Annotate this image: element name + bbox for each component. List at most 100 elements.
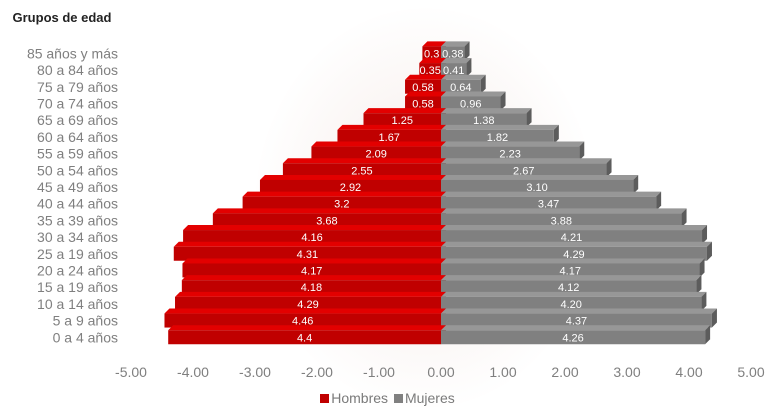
bar-mujeres: [441, 241, 712, 261]
bar-top-face: [363, 108, 446, 114]
data-label-mujeres: 4.12: [558, 282, 579, 294]
bar-side-face: [711, 308, 717, 328]
bar-top-face: [441, 41, 470, 47]
x-tick-label: -1.00: [363, 364, 395, 380]
data-label-hombres: 2.09: [365, 149, 386, 161]
bar-front-face: [181, 280, 441, 295]
bar-side-face: [705, 325, 711, 345]
category-label: 35 a 39 años: [37, 212, 118, 228]
bar-top-face: [441, 208, 687, 214]
bar-top-face: [259, 174, 446, 180]
bar-top-face: [282, 158, 446, 164]
bar-top-face: [441, 258, 705, 264]
bar-front-face: [441, 230, 703, 245]
bar-front-face: [182, 263, 441, 278]
bar-front-face: [441, 63, 467, 78]
bar-top-face: [441, 308, 717, 314]
bar-hombres: [182, 258, 446, 278]
data-label-mujeres: 4.37: [566, 316, 587, 328]
bar-top-face: [441, 58, 472, 64]
bar-front-face: [441, 263, 700, 278]
legend-item-mujeres: Mujeres: [393, 390, 455, 406]
data-label-mujeres: 1.38: [473, 115, 494, 127]
data-label-hombres: 3.68: [316, 215, 337, 227]
bar-mujeres: [441, 258, 705, 278]
category-label: 85 años y más: [27, 45, 118, 61]
category-label: 60 a 64 años: [37, 129, 118, 145]
bar-hombres: [173, 241, 446, 261]
bar-front-face: [441, 213, 682, 228]
bar-front-face: [363, 113, 441, 128]
category-label: 30 a 34 años: [37, 229, 118, 245]
data-label-hombres: 0.35: [419, 65, 440, 77]
data-label-mujeres: 0.64: [450, 82, 471, 94]
bar-mujeres: [441, 91, 506, 111]
bar-top-face: [337, 124, 446, 130]
bar-top-face: [419, 58, 446, 64]
bar-top-face: [242, 191, 446, 197]
bar-mujeres: [441, 174, 639, 194]
category-label: 55 a 59 años: [37, 146, 118, 162]
bar-side-face: [606, 158, 612, 178]
bar-side-face: [464, 41, 470, 61]
category-label: 70 a 74 años: [37, 95, 118, 111]
data-label-hombres: 4.18: [301, 282, 322, 294]
x-tick-label: 0.00: [427, 364, 454, 380]
data-label-hombres: 2.92: [340, 182, 361, 194]
data-label-hombres: 4.4: [297, 332, 312, 344]
data-label-hombres: 0.58: [412, 98, 433, 110]
legend-label-mujeres: Mujeres: [404, 390, 455, 406]
bar-top-face: [441, 291, 707, 297]
data-label-mujeres: 4.20: [560, 299, 581, 311]
x-tick-label: -3.00: [239, 364, 271, 380]
data-label-mujeres: 1.82: [487, 132, 508, 144]
bar-top-face: [441, 275, 702, 281]
bar-front-face: [212, 213, 441, 228]
data-label-hombres: 1.25: [392, 115, 413, 127]
bar-top-face: [173, 241, 446, 247]
data-label-mujeres: 0.41: [443, 65, 464, 77]
bar-front-face: [175, 296, 441, 311]
bar-hombres: [175, 291, 446, 311]
bar-front-face: [441, 113, 527, 128]
bar-mujeres: [441, 158, 612, 178]
category-label: 65 a 69 años: [37, 112, 118, 128]
bar-front-face: [441, 179, 634, 194]
bar-front-face: [173, 246, 441, 261]
bar-top-face: [405, 74, 446, 80]
bar-mujeres: [441, 41, 470, 61]
data-label-mujeres: 0.96: [460, 98, 481, 110]
category-label: 5 a 9 años: [53, 313, 118, 329]
bar-side-face: [701, 291, 707, 311]
bar-front-face: [337, 129, 441, 144]
data-label-hombres: 4.29: [297, 299, 318, 311]
bar-front-face: [441, 163, 607, 178]
data-label-hombres: 0.3: [424, 48, 439, 60]
x-tick-label: 1.00: [489, 364, 516, 380]
legend-item-hombres: Hombres: [320, 390, 388, 406]
bar-side-face: [656, 191, 662, 211]
bar-front-face: [441, 146, 580, 161]
bar-side-face: [706, 241, 712, 261]
data-label-mujeres: 2.67: [513, 165, 534, 177]
bar-front-face: [259, 179, 441, 194]
data-label-mujeres: 3.88: [551, 215, 572, 227]
bar-side-face: [553, 124, 559, 144]
bar-hombres: [282, 158, 446, 178]
x-tick-label: 4.00: [675, 364, 702, 380]
bar-top-face: [183, 225, 446, 231]
bar-front-face: [311, 146, 441, 161]
legend-label-hombres: Hombres: [331, 390, 389, 406]
bar-side-face: [702, 225, 708, 245]
bar-hombres: [183, 225, 446, 245]
bar-top-face: [441, 124, 559, 130]
bar-top-face: [441, 225, 708, 231]
bar-top-face: [441, 74, 486, 80]
bar-front-face: [282, 163, 441, 178]
data-label-hombres: 2.55: [351, 165, 372, 177]
category-label: 20 a 24 años: [37, 262, 118, 278]
bar-front-face: [441, 313, 712, 328]
bar-front-face: [405, 79, 441, 94]
bar-mujeres: [441, 58, 472, 78]
legend-swatch-hombres: [320, 394, 330, 403]
